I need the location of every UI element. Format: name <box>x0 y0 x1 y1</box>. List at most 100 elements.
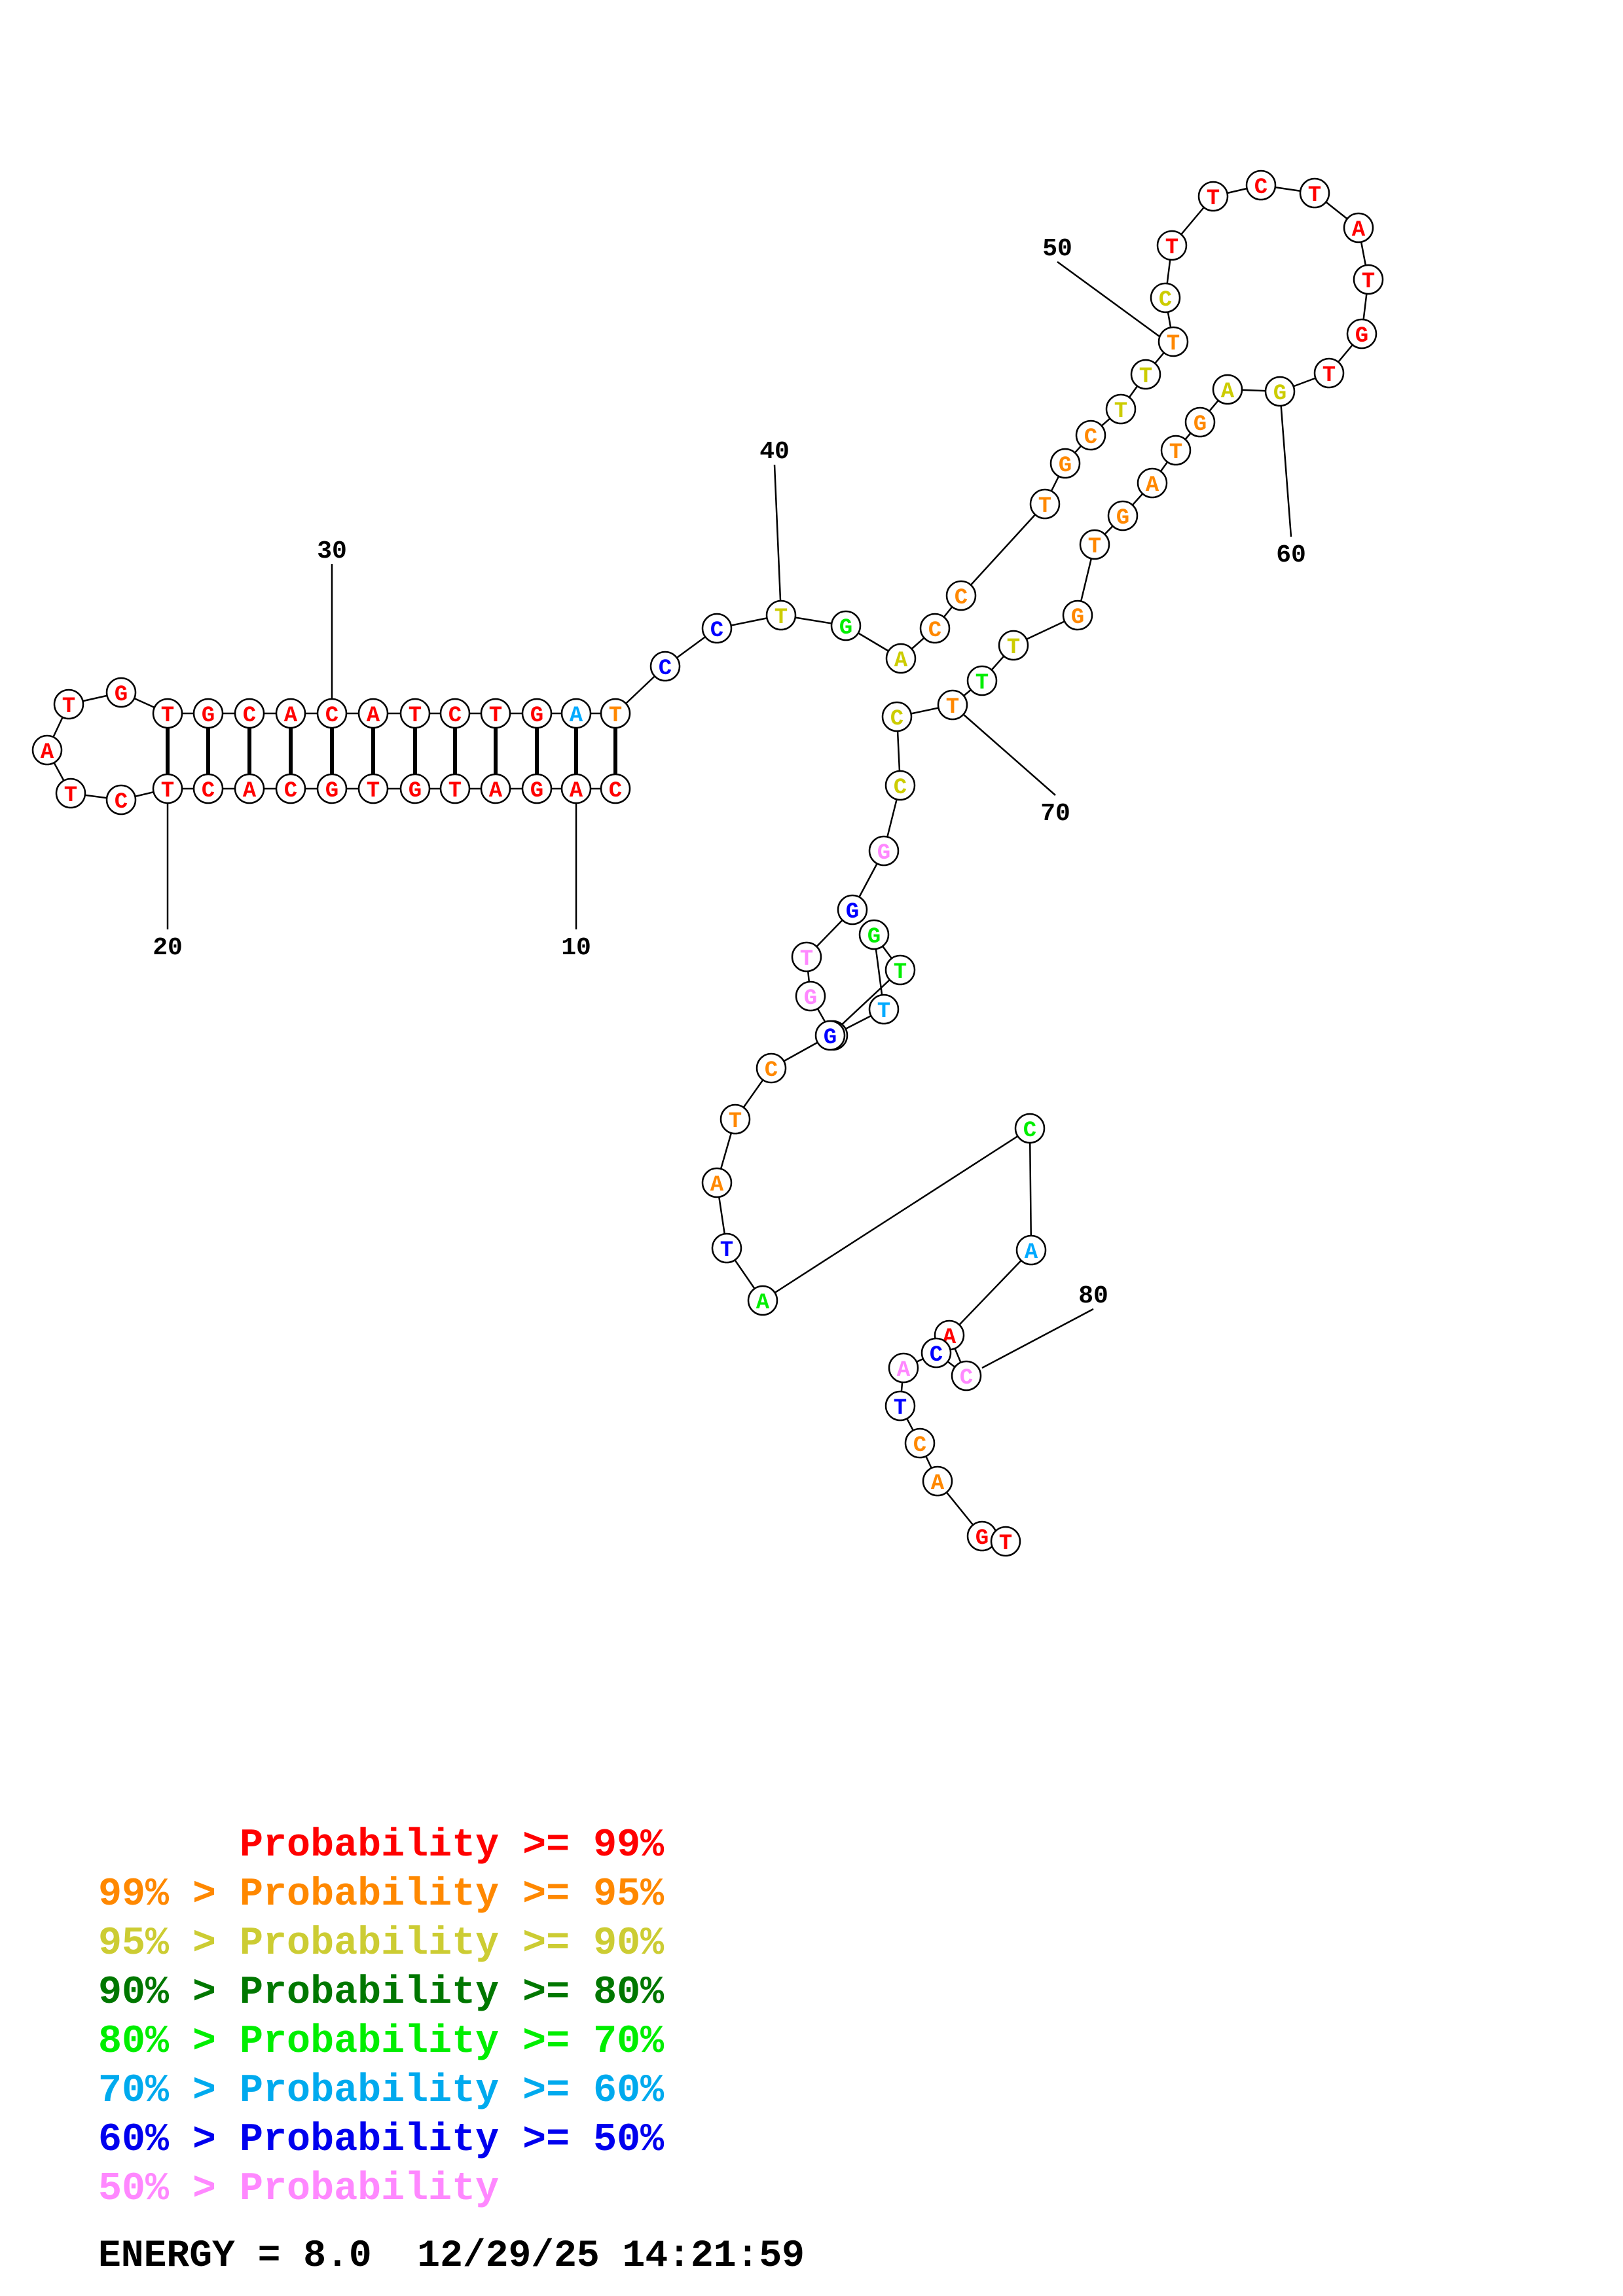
nucleotide-base: C <box>1084 425 1097 450</box>
nucleotide-circle <box>720 1103 751 1135</box>
nucleotide-circle <box>837 894 868 925</box>
legend-text: Probability >= 99% <box>240 1823 665 1868</box>
nucleotide-base: A <box>710 1173 724 1198</box>
nucleotide-circle <box>521 698 553 729</box>
nucleotide-base: A <box>756 1291 770 1316</box>
nucleotide-circle <box>1160 435 1192 466</box>
nucleotide-base: G <box>1355 324 1368 349</box>
nucleotide: C <box>701 613 733 644</box>
nucleotide-circle <box>234 773 265 804</box>
legend-text: Probability <box>240 2167 500 2212</box>
energy-footer: ENERGY = 8.0 12/29/25 14:21:59 <box>98 2235 805 2278</box>
nucleotide-base: T <box>161 779 174 804</box>
nucleotide: T <box>1079 529 1110 560</box>
position-label: 70 <box>1040 800 1070 828</box>
position-label: 50 <box>1042 235 1072 263</box>
nucleotide-base: C <box>448 704 462 728</box>
nucleotide: C <box>756 1052 787 1084</box>
nucleotide-base: A <box>367 704 380 728</box>
nucleotide-base: C <box>284 779 297 804</box>
nucleotide: G <box>1107 500 1139 531</box>
legend-text: Probability >= 60% <box>240 2069 665 2113</box>
nucleotide: C <box>1245 170 1277 201</box>
nucleotide-circle <box>1212 374 1243 405</box>
nucleotide: T <box>1158 326 1189 357</box>
nucleotide: T <box>1105 393 1137 425</box>
nucleotide-circle <box>884 770 916 801</box>
nucleotide-base: T <box>1007 636 1020 660</box>
nucleotide-base: T <box>161 704 174 728</box>
nucleotide: G <box>192 698 224 729</box>
nucleotide-circle <box>791 941 822 973</box>
nucleotide-circle <box>756 1052 787 1084</box>
nucleotide: G <box>316 773 348 804</box>
nucleotide: T <box>1130 359 1161 390</box>
nucleotide-base: A <box>1146 473 1159 498</box>
nucleotide-circle <box>1062 600 1093 631</box>
nucleotide-base: G <box>1116 506 1129 531</box>
nucleotide: G <box>399 773 431 804</box>
nucleotide: T <box>1197 181 1229 212</box>
nucleotide-base: T <box>1114 399 1127 424</box>
nucleotide: A <box>357 698 389 729</box>
nucleotide-base: C <box>115 790 128 815</box>
nucleotide-circle <box>868 994 900 1025</box>
legend-prefix: 99% > <box>98 1873 240 1917</box>
nucleotide: A <box>885 643 917 674</box>
nucleotide-circle <box>904 1427 936 1459</box>
nucleotide-base: G <box>867 925 881 950</box>
nucleotide-circle <box>1105 393 1137 425</box>
nucleotide: C <box>904 1427 936 1459</box>
nucleotide-base: C <box>710 619 723 643</box>
nucleotide-circle <box>747 1285 778 1316</box>
legend-prefix: 60% > <box>98 2118 240 2162</box>
nucleotide-base: T <box>1038 494 1051 519</box>
nucleotide-circle <box>937 689 968 721</box>
nucleotide: C <box>649 651 681 682</box>
nucleotide-circle <box>1264 376 1296 407</box>
nucleotide-circle <box>919 613 951 644</box>
nucleotide-circle <box>795 980 826 1012</box>
nucleotide: C <box>1075 420 1106 451</box>
legend-row: 60% > Probability >= 50% <box>98 2121 664 2160</box>
nucleotide: G <box>1184 406 1216 438</box>
nucleotide: A <box>747 1285 778 1316</box>
nucleotide: T <box>990 1526 1021 1557</box>
backbone <box>46 184 1370 1543</box>
nucleotide-circle <box>701 1167 733 1198</box>
position-label: 30 <box>317 537 347 565</box>
nucleotide: C <box>881 701 913 732</box>
nucleotide-base: G <box>530 779 543 804</box>
nucleotide-base: A <box>931 1471 945 1496</box>
nucleotide-base: T <box>877 999 890 1024</box>
legend-text: Probability >= 90% <box>240 1922 665 1966</box>
nucleotide: C <box>105 784 137 816</box>
legend-text: Probability >= 95% <box>240 1873 665 1917</box>
nucleotide: C <box>439 698 471 729</box>
nucleotide-base: T <box>1207 187 1220 211</box>
legend-row: 50% > Probability <box>98 2170 499 2209</box>
nucleotide: G <box>521 773 553 804</box>
nucleotide-circle <box>1346 318 1377 350</box>
nucleotide-circle <box>1245 170 1277 201</box>
nucleotide: A <box>1015 1234 1047 1266</box>
nucleotide-base: T <box>367 779 380 804</box>
nucleotide-circle <box>439 698 471 729</box>
backbone-segment <box>1029 1128 1032 1251</box>
nucleotide-circle <box>1197 181 1229 212</box>
nucleotide-base: T <box>946 695 959 720</box>
nucleotide: A <box>560 698 592 729</box>
nucleotide-circle <box>921 1337 952 1369</box>
nucleotide-circle <box>1156 230 1188 261</box>
nucleotide-circle <box>275 773 306 804</box>
nucleotide-base: C <box>1159 288 1172 313</box>
nucleotide-base: C <box>960 1366 973 1391</box>
nucleotide: T <box>998 630 1029 661</box>
position-tick <box>952 704 1056 796</box>
nucleotide-base: T <box>729 1109 742 1134</box>
nucleotide: C <box>884 770 916 801</box>
legend-prefix: 50% > <box>98 2167 240 2212</box>
nucleotide-base: T <box>1322 363 1336 388</box>
position-tick <box>981 1308 1094 1369</box>
nucleotide-base: T <box>1088 535 1101 560</box>
